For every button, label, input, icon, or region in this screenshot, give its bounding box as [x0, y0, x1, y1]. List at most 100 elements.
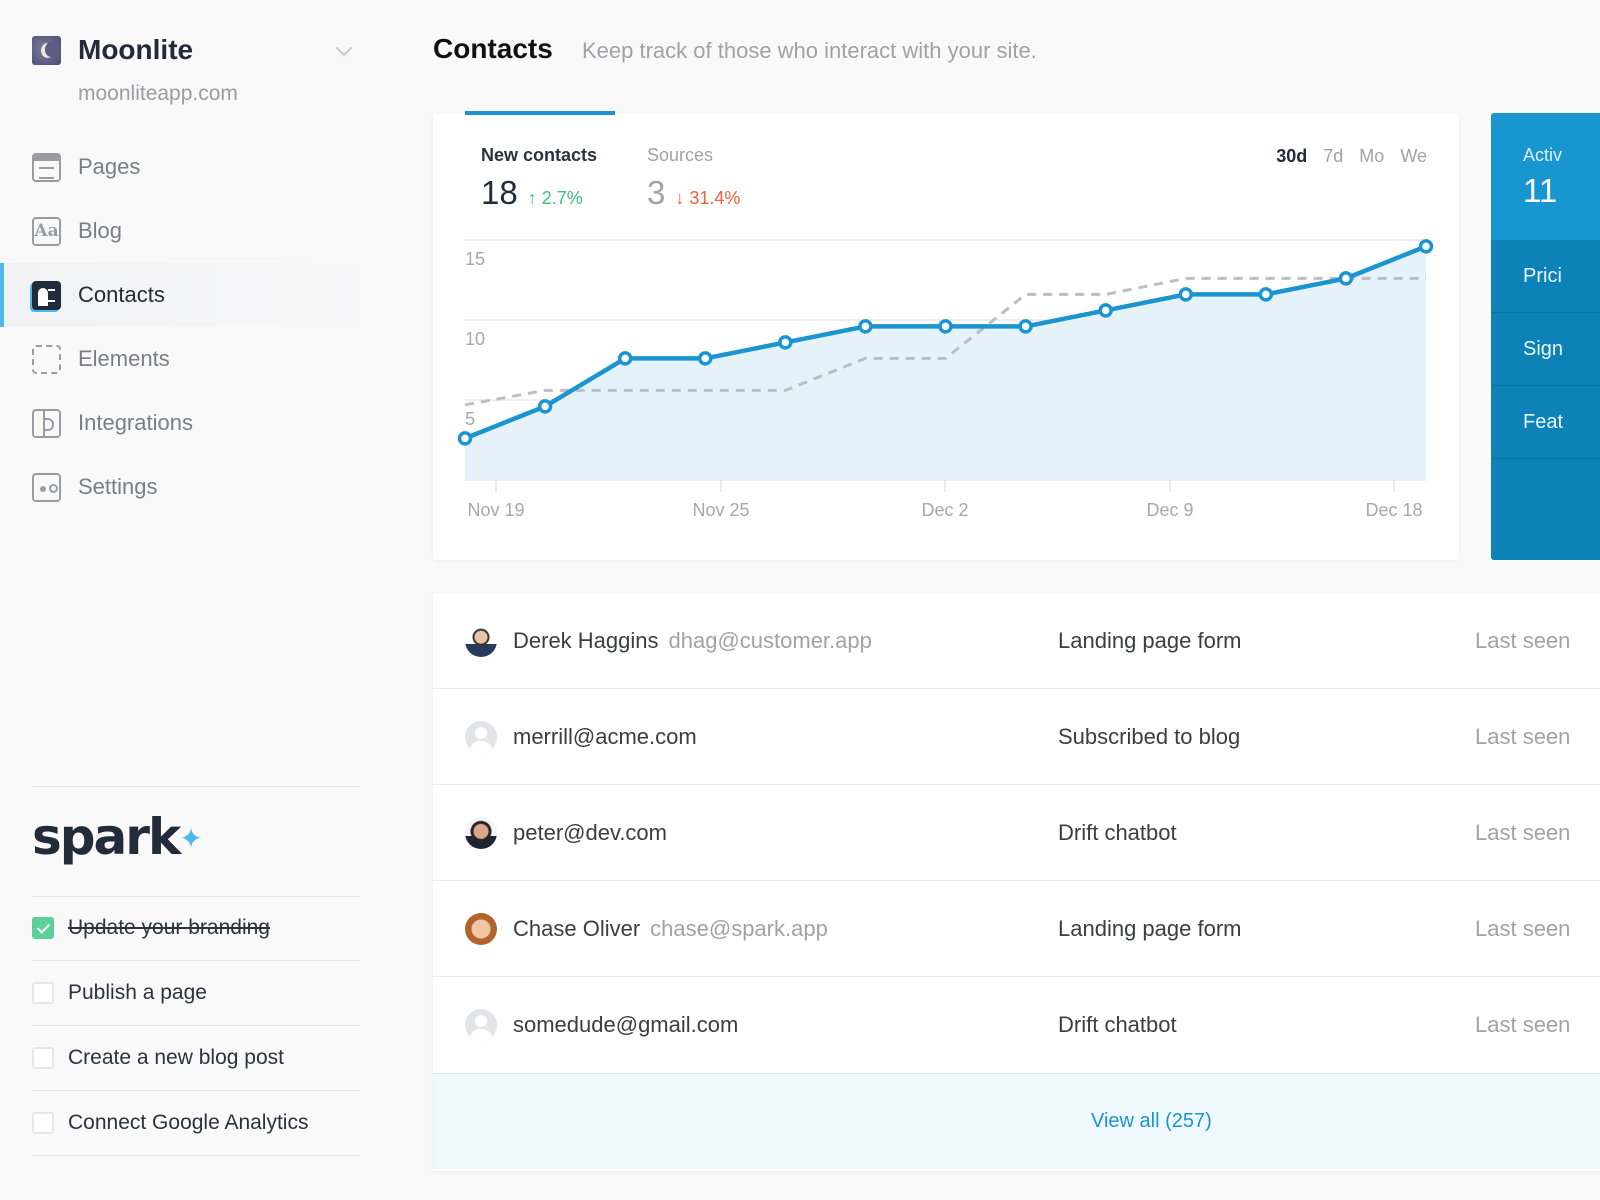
sidebar-item-label: Integrations	[78, 410, 193, 435]
avatar-placeholder-icon	[465, 720, 497, 753]
page-subtitle: Keep track of those who interact with yo…	[582, 38, 1037, 63]
sidebar-item-blog[interactable]: Aa Blog	[0, 199, 370, 263]
checklist-label: Connect Google Analytics	[68, 1111, 309, 1134]
contact-source: Landing page form	[1058, 915, 1242, 941]
data-point	[537, 399, 553, 414]
metric-value: 3	[647, 174, 666, 211]
data-point	[1098, 303, 1113, 318]
contact-source: Landing page form	[1058, 627, 1242, 653]
contact-last-seen: Last seen	[1475, 915, 1571, 941]
workspace-switcher[interactable]: Moonlite	[32, 34, 193, 66]
sidebar-item-label: Settings	[78, 474, 158, 499]
checklist-item[interactable]: Publish a page	[32, 961, 360, 1026]
checkbox[interactable]	[32, 982, 54, 1004]
workspace-name: Moonlite	[78, 34, 194, 65]
onboarding-checklist: Update your branding Publish a page Crea…	[32, 896, 360, 1156]
contact-last-seen: Last seen	[1475, 723, 1571, 749]
view-all-link[interactable]: View all (257)	[1091, 1110, 1212, 1132]
contact-name: Chase Oliver	[513, 915, 641, 941]
blog-icon-glyph: Aa	[34, 221, 59, 241]
contact-email: dhag@customer.app	[668, 627, 872, 653]
blog-icon: Aa	[32, 216, 61, 246]
tab-sources[interactable]: Sources 3 ↓ 31.4%	[647, 145, 740, 212]
range-week[interactable]: We	[1400, 146, 1427, 166]
chart-card: 5 10 15 Nov 19 Nov 25 Dec 2 Dec 9 Dec 18 New co…	[433, 111, 1459, 560]
settings-icon	[32, 472, 61, 502]
checklist-label: Create a new blog post	[68, 1046, 284, 1069]
x-tick-label: Nov 19	[467, 500, 524, 520]
view-all-bar: View all (257)	[433, 1073, 1600, 1169]
moon-logo-icon	[32, 35, 61, 65]
x-tick-label: Nov 25	[692, 500, 749, 520]
y-tick-label: 10	[465, 329, 485, 349]
sidebar-item-pages[interactable]: Pages	[0, 135, 370, 199]
table-row[interactable]: Chase Oliver chase@spark.app Landing page…	[433, 881, 1600, 977]
checkbox[interactable]	[32, 1112, 54, 1134]
series-previous-line	[464, 276, 1426, 407]
spark-wordmark: spark	[32, 808, 181, 866]
area-fill	[465, 246, 1426, 480]
active-tab-indicator	[465, 111, 615, 115]
avatar	[465, 624, 497, 657]
x-tick-label: Dec 2	[921, 500, 968, 520]
sidebar-item-elements[interactable]: Elements	[0, 327, 370, 391]
checklist-item[interactable]: Create a new blog post	[32, 1026, 360, 1091]
data-point	[1258, 287, 1274, 302]
contact-email: peter@dev.com	[513, 819, 667, 845]
panel-row[interactable]: Sign	[1491, 313, 1600, 386]
avatar	[465, 912, 497, 945]
metric-delta-up: ↑ 2.7%	[527, 188, 583, 208]
contact-email: chase@spark.app	[650, 915, 828, 941]
panel-row[interactable]: Prici	[1491, 240, 1600, 313]
data-point	[938, 319, 953, 334]
data-point	[858, 319, 873, 334]
pages-icon	[32, 152, 61, 182]
data-point	[457, 431, 473, 446]
contact-last-seen: Last seen	[1475, 627, 1571, 653]
panel-value: 11	[1523, 172, 1558, 209]
data-point	[1338, 271, 1354, 286]
checklist-item[interactable]: Update your branding	[32, 896, 360, 961]
panel-row[interactable]: Feat	[1491, 386, 1600, 459]
chevron-down-icon[interactable]	[335, 39, 353, 57]
sidebar-item-label: Contacts	[78, 282, 165, 307]
metric-label: New contacts	[481, 145, 598, 165]
checkbox-checked[interactable]	[32, 917, 54, 939]
y-tick-label: 15	[465, 249, 485, 269]
contact-last-seen: Last seen	[1475, 1012, 1571, 1037]
table-row[interactable]: somedude@gmail.com Drift chatbot Last se…	[433, 977, 1600, 1073]
avatar	[465, 816, 497, 849]
contact-source: Subscribed to blog	[1058, 723, 1241, 749]
checklist-label: Publish a page	[68, 981, 207, 1004]
data-point	[1178, 287, 1193, 302]
range-7d[interactable]: 7d	[1323, 146, 1344, 166]
sidebar-item-integrations[interactable]: Integrations	[0, 391, 370, 455]
metric-label: Sources	[647, 145, 714, 165]
contact-name: Derek Haggins	[513, 627, 659, 653]
sidebar-item-label: Elements	[78, 346, 170, 371]
range-selector: 30d 7d Mo We	[1276, 146, 1427, 167]
y-tick-label: 5	[465, 409, 475, 429]
checkbox[interactable]	[32, 1047, 54, 1069]
x-tick-label: Dec 9	[1146, 500, 1193, 520]
checklist-item[interactable]: Connect Google Analytics	[32, 1091, 360, 1156]
sidebar-item-contacts[interactable]: Contacts	[0, 263, 370, 327]
sidebar-item-label: Pages	[78, 154, 141, 179]
sidebar-item-settings[interactable]: Settings	[0, 455, 370, 519]
active-pages-panel: Activ 11 Prici Sign Feat	[1491, 113, 1600, 560]
sidebar: Moonlite moonliteapp.com Pages Aa Blog C…	[0, 0, 370, 1200]
contact-source: Drift chatbot	[1058, 1012, 1177, 1037]
avatar-placeholder-icon	[465, 1009, 497, 1041]
range-month[interactable]: Mo	[1359, 146, 1385, 166]
line-chart: 5 10 15 Nov 19 Nov 25 Dec 2 Dec 9 Dec 18	[457, 239, 1434, 520]
divider	[32, 786, 360, 787]
divider	[32, 896, 360, 897]
tab-new-contacts[interactable]: New contacts 18 ↑ 2.7%	[481, 145, 597, 212]
page-title: Contacts	[433, 33, 553, 64]
table-row[interactable]: peter@dev.com Drift chatbot Last seen	[433, 785, 1600, 881]
checklist-label: Update your branding	[68, 916, 270, 939]
range-30d[interactable]: 30d	[1276, 146, 1308, 166]
workspace-domain[interactable]: moonliteapp.com	[78, 82, 238, 105]
table-row[interactable]: Derek Haggins dhag@customer.app Landing p…	[433, 593, 1600, 689]
table-row[interactable]: merrill@acme.com Subscribed to blog Last…	[433, 689, 1600, 785]
